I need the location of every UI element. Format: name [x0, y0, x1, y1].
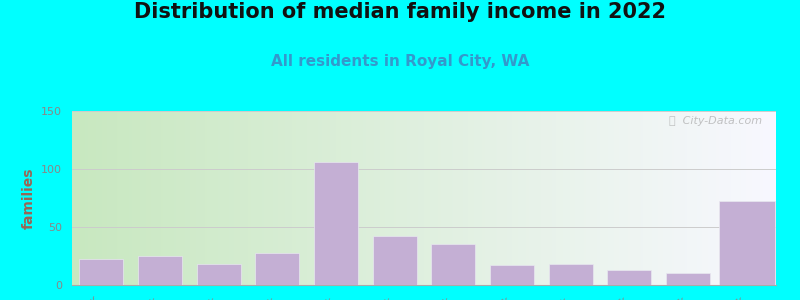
Bar: [255, 253, 299, 285]
Bar: [373, 236, 417, 285]
Text: All residents in Royal City, WA: All residents in Royal City, WA: [271, 54, 529, 69]
Text: Distribution of median family income in 2022: Distribution of median family income in …: [134, 2, 666, 22]
Bar: [138, 256, 182, 285]
Y-axis label: families: families: [22, 167, 36, 229]
Bar: [314, 162, 358, 285]
Bar: [79, 260, 123, 285]
Bar: [666, 273, 710, 285]
Bar: [607, 270, 651, 285]
Bar: [549, 264, 593, 285]
Bar: [197, 264, 241, 285]
Bar: [719, 202, 774, 285]
Bar: [490, 265, 534, 285]
Text: ⓘ  City-Data.com: ⓘ City-Data.com: [669, 116, 762, 126]
Bar: [431, 244, 475, 285]
